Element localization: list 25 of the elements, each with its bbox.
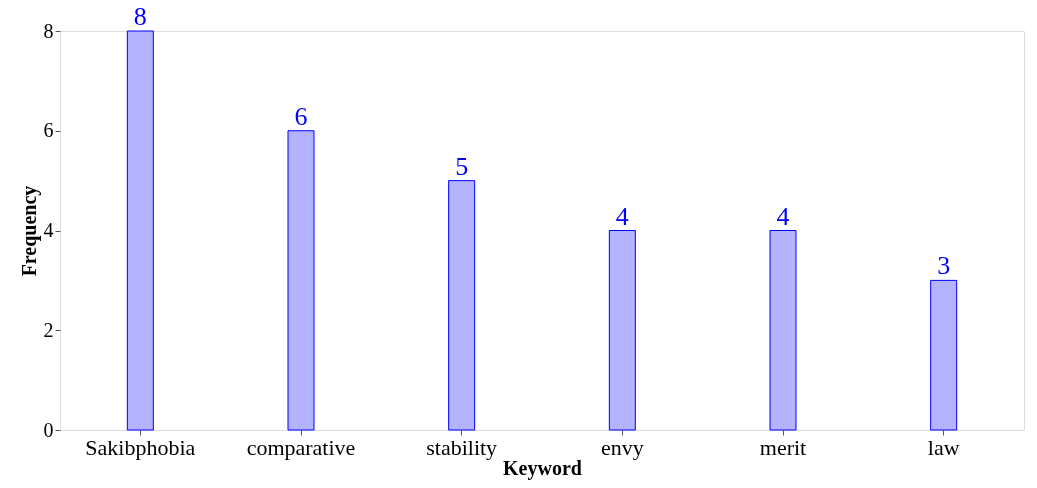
data-label: 5 xyxy=(455,151,469,181)
y-tick-label: 2 xyxy=(43,318,54,341)
x-axis-title: Keyword xyxy=(503,456,582,480)
bar xyxy=(930,279,958,431)
x-tick-label: comparative xyxy=(246,434,356,460)
y-tick-label: 8 xyxy=(43,19,54,42)
bar xyxy=(608,230,636,431)
data-label: 4 xyxy=(615,201,629,231)
y-tick-label: 6 xyxy=(43,119,54,142)
bar xyxy=(287,130,315,431)
y-tick-label: 4 xyxy=(43,219,54,241)
x-tick-label: stability xyxy=(426,434,498,460)
bar xyxy=(126,30,154,431)
data-label: 8 xyxy=(133,2,147,31)
x-tick-label: Sakibphobia xyxy=(85,434,196,460)
y-axis-title: Frequency xyxy=(17,185,41,277)
data-label: 3 xyxy=(937,251,951,281)
bar xyxy=(448,180,476,431)
data-label: 4 xyxy=(776,201,790,231)
bar xyxy=(769,230,797,431)
x-tick-label: law xyxy=(927,434,960,460)
data-label: 6 xyxy=(294,101,308,131)
y-tick-label: 0 xyxy=(43,418,54,441)
x-tick-label: envy xyxy=(600,434,644,460)
x-tick-label: merit xyxy=(759,434,807,460)
